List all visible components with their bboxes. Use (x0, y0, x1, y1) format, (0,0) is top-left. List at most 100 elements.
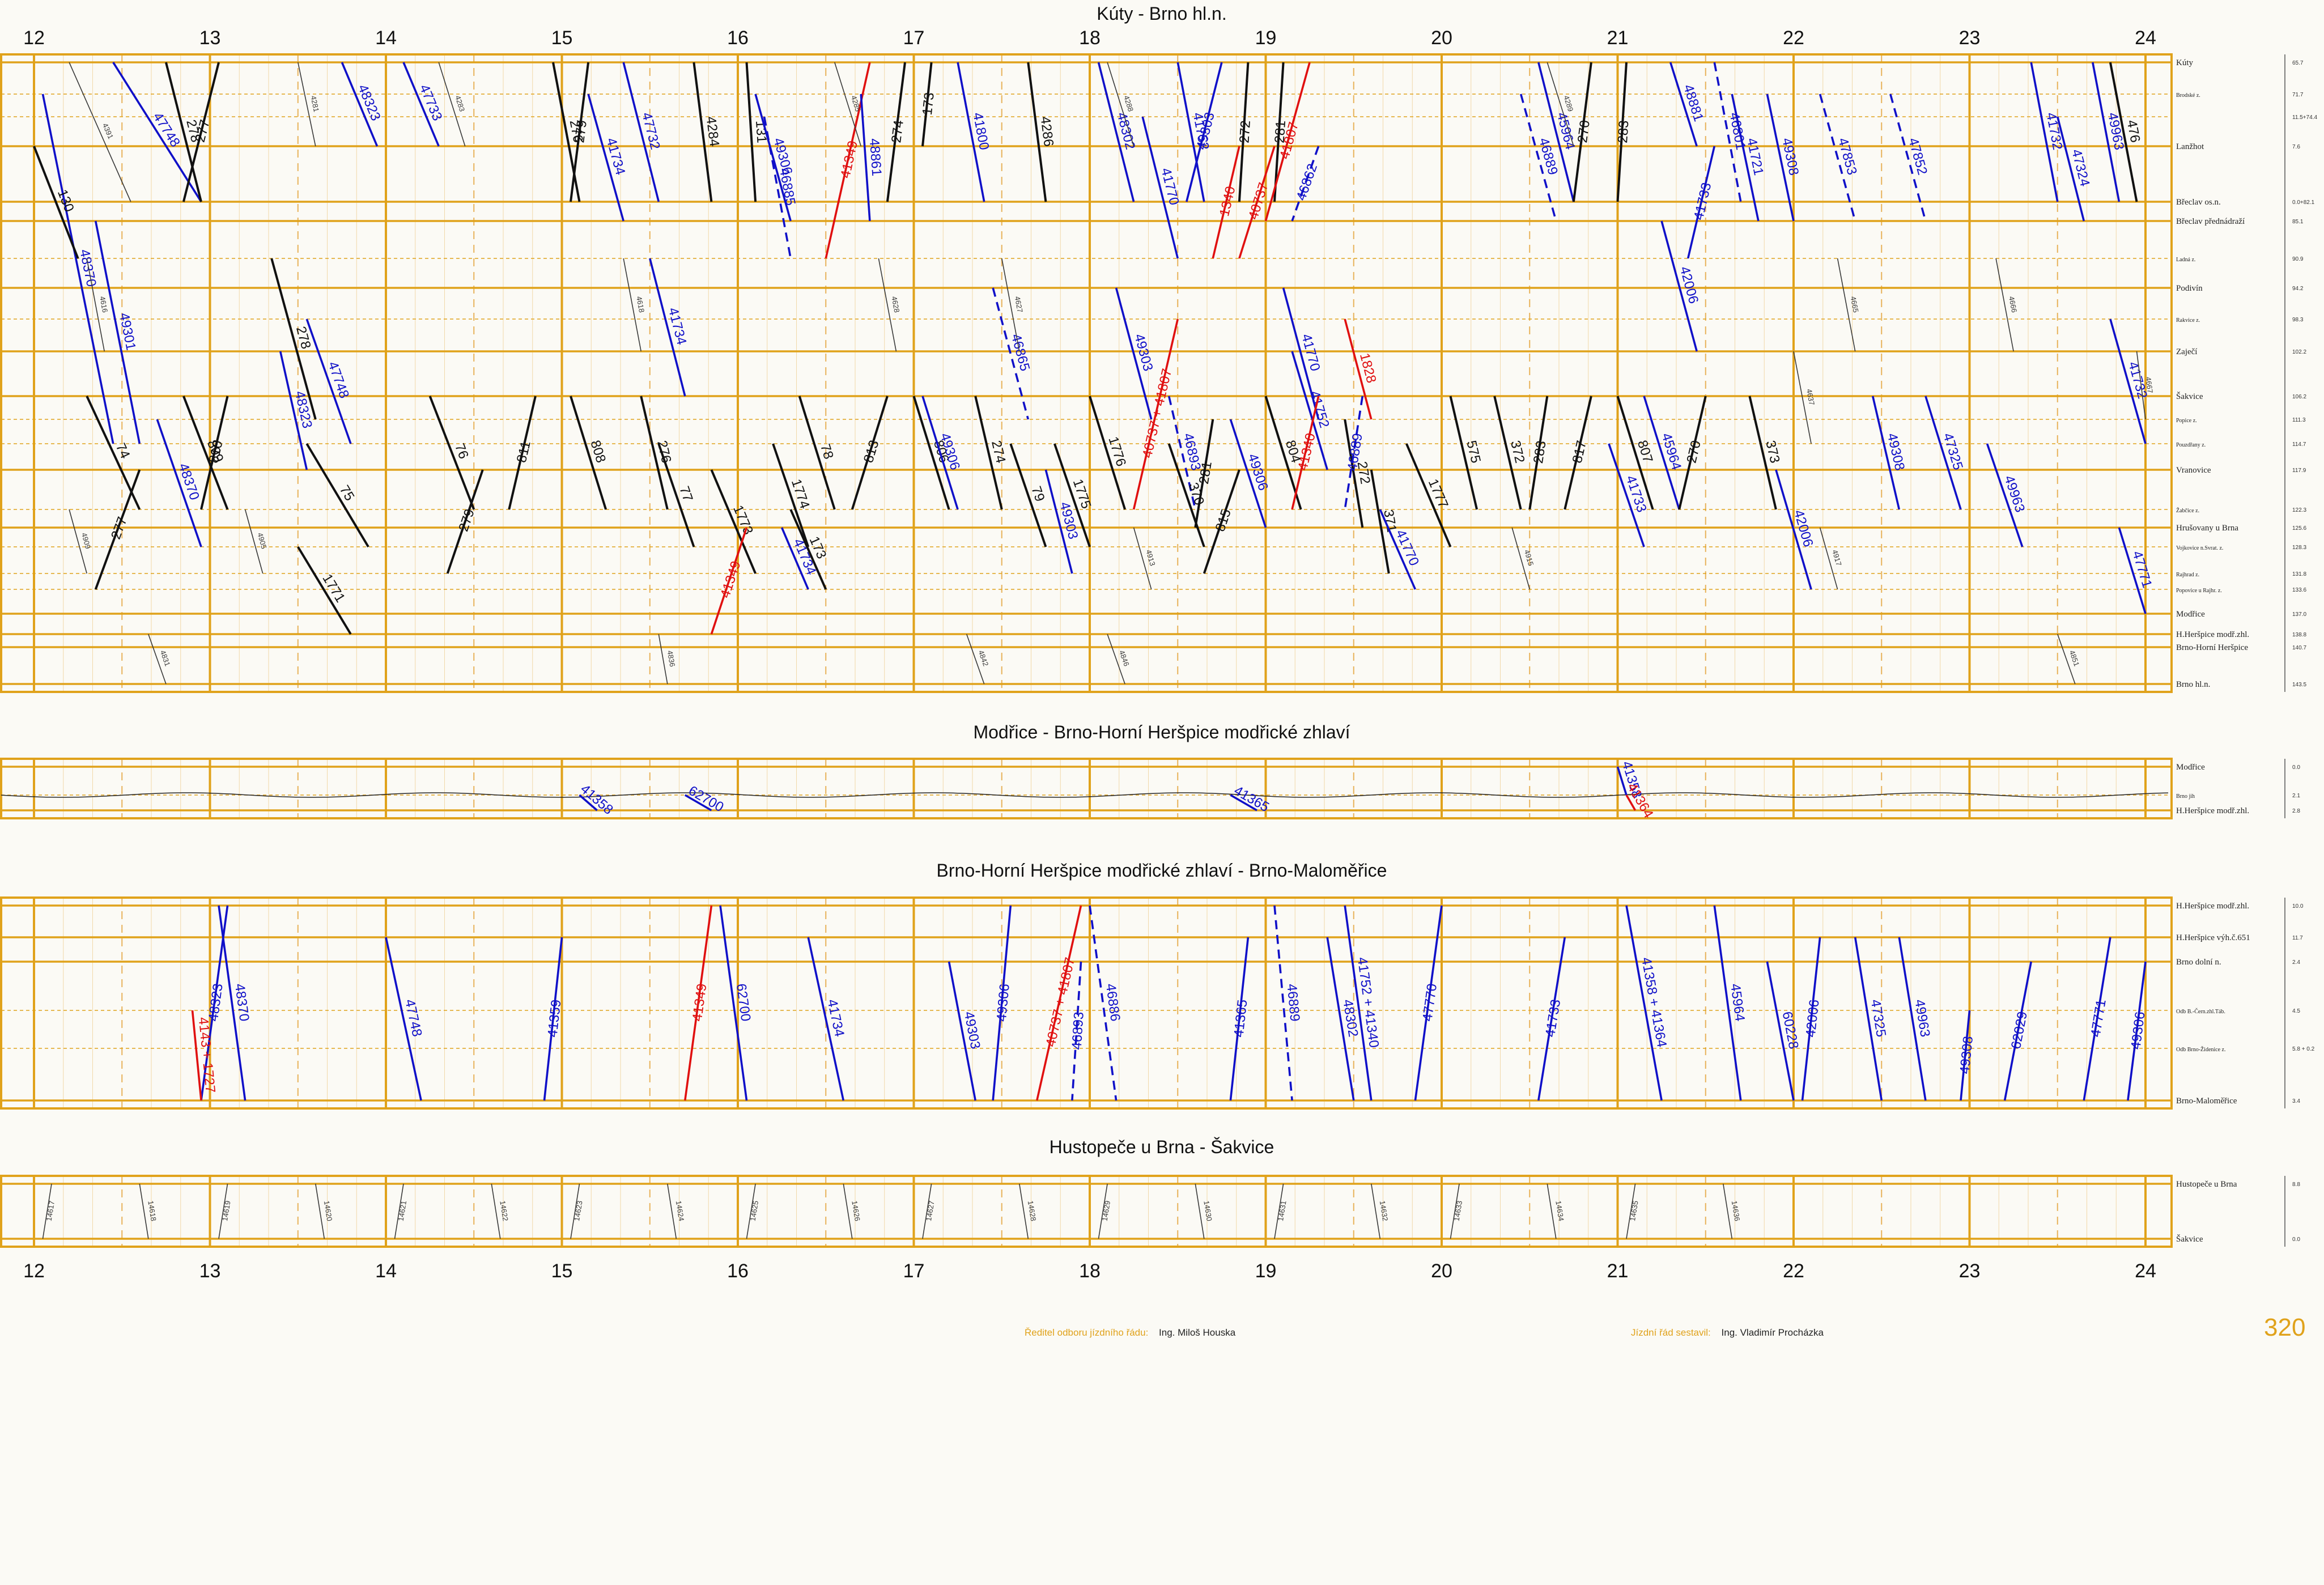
train-number: 41734 (603, 136, 628, 177)
train-number: 14626 (850, 1200, 862, 1222)
train-path (2092, 62, 2121, 202)
train-path (1097, 62, 1135, 202)
hour-label-top: 22 (1783, 27, 1804, 49)
station-name: Vojkovice n.Svrat. z. (2176, 545, 2223, 551)
train-path (305, 318, 352, 444)
station-km: 4.5 (2292, 1008, 2300, 1014)
train-number: 46889 (1536, 136, 1561, 177)
station-name: Modřice (2176, 763, 2205, 772)
train-number: 4289 (1562, 95, 1575, 113)
train-number: 14628 (1026, 1200, 1038, 1222)
hour-label-bottom: 19 (1255, 1260, 1277, 1282)
train-path (966, 634, 985, 685)
train-path (587, 94, 624, 222)
train-path (1626, 1183, 1636, 1239)
train-path (42, 1183, 52, 1239)
train-path (1167, 396, 1197, 510)
train-path (1238, 62, 1250, 202)
train-number: 173 (920, 92, 937, 116)
train-path (298, 62, 316, 147)
hour-label-top: 18 (1079, 27, 1101, 49)
section-frame (0, 1175, 2173, 1248)
station-name: Rakvice z. (2176, 317, 2200, 324)
train-path (1107, 634, 1125, 685)
train-number: 47852 (1905, 136, 1930, 177)
train-path (1001, 258, 1020, 352)
hour-label-top: 13 (199, 27, 221, 49)
train-path (1616, 396, 1654, 510)
train-number: 811 (514, 440, 534, 464)
train-path (825, 62, 871, 259)
train-path (570, 62, 590, 202)
train-path (1132, 318, 1179, 510)
train-path (1766, 961, 1795, 1101)
station-km: 5.8 + 0.2 (2292, 1046, 2315, 1052)
train-path (1924, 396, 1962, 510)
train-number: 270 (1684, 439, 1703, 465)
hour-label-top: 14 (375, 27, 397, 49)
station-km: 2.4 (2292, 959, 2300, 966)
train-path (807, 937, 845, 1101)
train-path (244, 509, 264, 574)
train-number: 49303 (1131, 332, 1155, 372)
train-path (1264, 396, 1302, 510)
train-number: 14635 (1628, 1200, 1640, 1222)
train-number: 47853 (1835, 136, 1860, 177)
train-number: 14623 (572, 1200, 584, 1222)
train-path (1960, 1010, 1971, 1101)
train-number: 817 (1570, 439, 1590, 465)
train-path (1625, 794, 1637, 811)
train-number: 1340 (1217, 185, 1238, 218)
train-path (94, 469, 141, 590)
train-path (745, 62, 757, 202)
train-path (164, 62, 202, 202)
station-km: 117.9 (2292, 468, 2306, 474)
train-number: 46889 (1284, 983, 1303, 1022)
train-number: 272 (1237, 120, 1253, 144)
station-name: Popovice u Rajhr. z. (2176, 588, 2222, 594)
train-number: 4909 (80, 532, 92, 550)
train-path (684, 794, 712, 811)
hour-label-bottom: 22 (1783, 1260, 1804, 1282)
station-name: H.Heršpice modř.zhl. (2176, 806, 2249, 815)
station-km: 111.3 (2292, 417, 2306, 423)
station-km: 65.7 (2292, 60, 2304, 66)
station-km: 71.7 (2292, 92, 2304, 98)
train-path (1230, 794, 1257, 811)
station-name: Podivín (2176, 284, 2203, 293)
train-number: 14621 (397, 1200, 409, 1222)
train-path (1995, 258, 2014, 352)
hour-label-bottom: 20 (1431, 1260, 1452, 1282)
train-number: 371 (1380, 508, 1399, 533)
train-number: 4846 (1118, 649, 1131, 667)
train-path (2109, 318, 2147, 444)
train-path (1370, 469, 1390, 574)
station-name: Brno-Maloměřice (2176, 1097, 2237, 1106)
station-name: Odb B.-Čern.zhl.Táb. (2176, 1008, 2225, 1015)
train-number: 45964 (1659, 431, 1685, 472)
train-number: 281 (1196, 460, 1215, 485)
train-number: 41770 (1158, 167, 1182, 207)
train-number: 1774 (788, 477, 813, 511)
train-number: 14627 (924, 1200, 936, 1222)
train-path (912, 396, 950, 510)
train-path (69, 62, 131, 202)
train-number: 48861 (866, 138, 885, 176)
hour-label-top: 19 (1255, 27, 1277, 49)
train-number: 14634 (1554, 1200, 1566, 1222)
train-path (1511, 527, 1531, 590)
train-path (1098, 1183, 1108, 1239)
station-name: Brno dolní n. (2176, 958, 2221, 967)
train-path (112, 62, 202, 202)
hour-label-bottom: 24 (2135, 1260, 2156, 1282)
train-number: 4665 (1849, 296, 1860, 313)
train-number: 130 (54, 188, 77, 214)
train-path (1344, 419, 1364, 528)
train-path (763, 116, 792, 259)
train-path (992, 905, 1012, 1101)
train-number: 813 (861, 439, 882, 465)
train-path (789, 509, 827, 590)
train-number: 4666 (2007, 296, 2019, 313)
train-path (1141, 116, 1179, 259)
train-number: 4831 (159, 649, 172, 667)
